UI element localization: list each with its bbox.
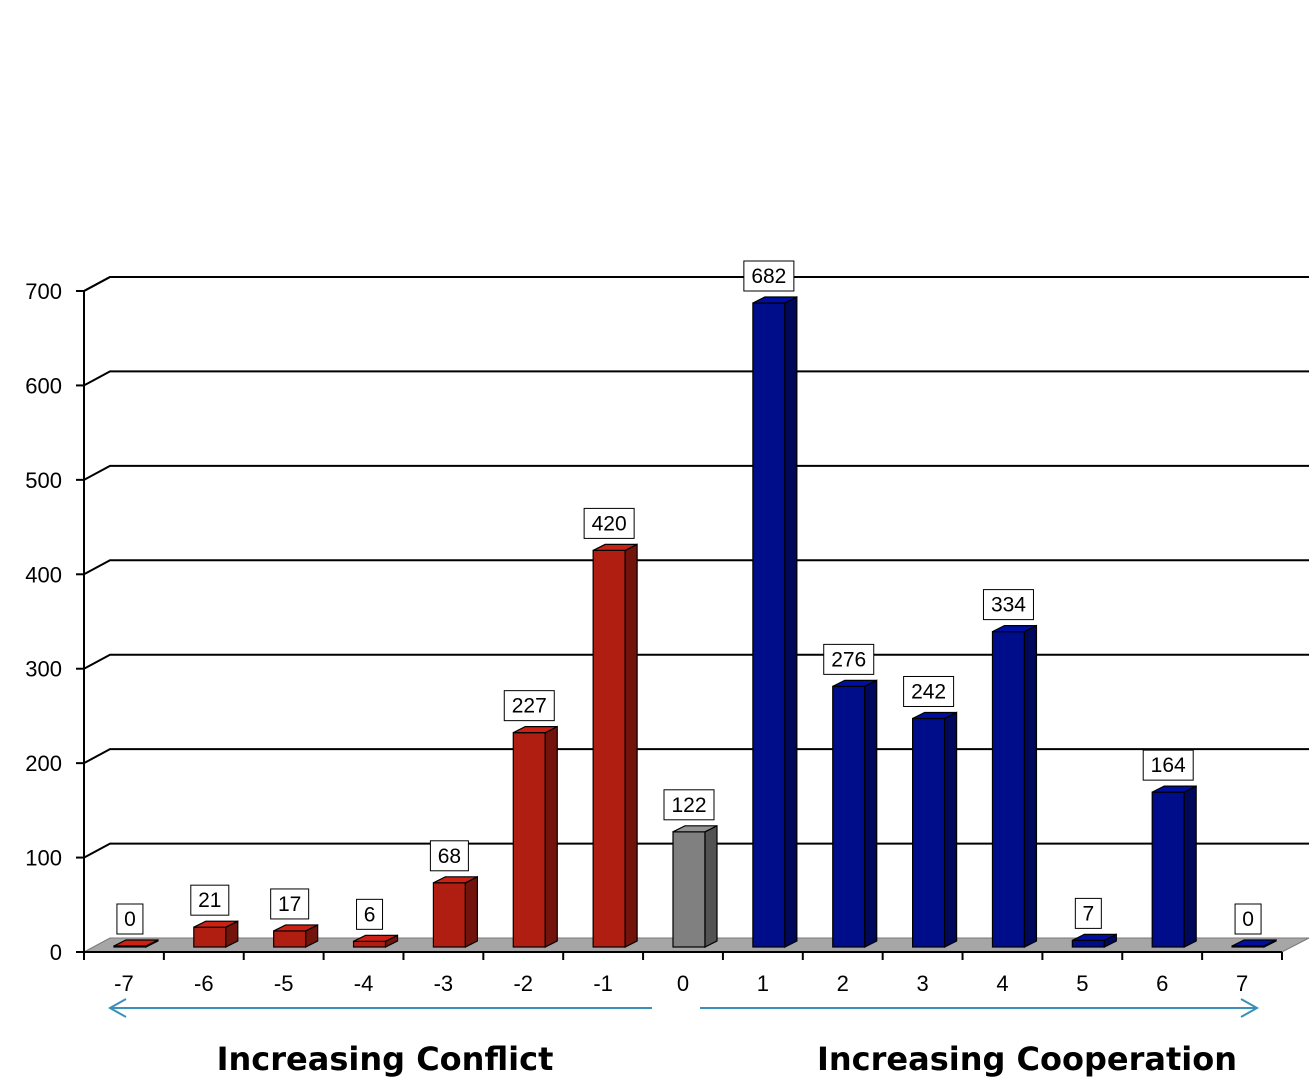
x-tick-label: 6: [1156, 971, 1168, 996]
cooperation-annotation: Increasing Cooperation: [817, 1040, 1237, 1078]
gridline-600: [84, 371, 1309, 385]
data-label-text: 164: [1151, 754, 1186, 777]
x-tick-label: 4: [996, 971, 1008, 996]
data-label-text: 6: [364, 903, 376, 926]
bar: [513, 727, 557, 947]
bar: [673, 826, 717, 947]
data-label-text: 0: [1242, 908, 1254, 931]
data-label-text: 21: [198, 889, 221, 912]
bar-front: [593, 550, 625, 947]
y-tick-label: 200: [25, 751, 62, 776]
x-tick-label: 2: [837, 971, 849, 996]
bar-side: [1024, 626, 1036, 947]
data-label: 6: [357, 899, 383, 929]
gridline-500: [84, 466, 1309, 480]
y-tick-label: 600: [25, 373, 62, 398]
data-label-text: 334: [991, 594, 1026, 617]
x-tick-label: -2: [513, 971, 533, 996]
x-tick-label: -1: [593, 971, 613, 996]
data-label: 122: [664, 790, 714, 820]
gridline-400: [84, 560, 1309, 574]
bar-front: [913, 718, 945, 947]
data-label: 0: [117, 904, 143, 934]
y-tick-label: 500: [25, 468, 62, 493]
bar: [913, 712, 957, 947]
bar-side: [865, 680, 877, 947]
bar-front: [274, 931, 306, 947]
bar: [833, 680, 877, 947]
y-tick-label: 100: [25, 846, 62, 871]
bar-front: [673, 832, 705, 947]
data-label: 227: [504, 691, 554, 721]
data-label-text: 0: [124, 908, 136, 931]
bar-side: [625, 544, 637, 947]
bar-front: [513, 733, 545, 947]
data-label: 242: [904, 676, 954, 706]
x-tick-label: 5: [1076, 971, 1088, 996]
bar-side: [545, 727, 557, 947]
data-label-text: 68: [438, 845, 461, 868]
y-tick-label: 300: [25, 657, 62, 682]
data-label: 7: [1075, 898, 1101, 928]
x-tick-label: 7: [1236, 971, 1248, 996]
bar-side: [1184, 786, 1196, 947]
bar-front: [833, 686, 865, 947]
data-label-text: 420: [592, 512, 627, 535]
x-tick-label: 3: [916, 971, 928, 996]
y-tick-label: 0: [50, 940, 62, 965]
bar: [753, 297, 797, 947]
x-tick-label: -4: [354, 971, 374, 996]
gridline-200: [84, 749, 1309, 763]
data-label: 0: [1235, 904, 1261, 934]
bar: [433, 877, 477, 947]
bar-front: [433, 883, 465, 947]
bar: [194, 921, 238, 947]
data-label-text: 227: [512, 695, 547, 718]
direction-arrows: [110, 999, 1257, 1017]
bar: [1152, 786, 1196, 947]
x-tick-label: 0: [677, 971, 689, 996]
data-label-text: 276: [831, 648, 866, 671]
data-label-text: 682: [751, 265, 786, 288]
data-label-text: 242: [911, 680, 946, 703]
bars: [114, 297, 1276, 947]
bar-front: [753, 303, 785, 947]
bar-side: [465, 877, 477, 947]
data-label: 164: [1143, 750, 1193, 780]
x-tick-label: -3: [434, 971, 454, 996]
bar: [593, 544, 637, 947]
y-tick-label: 400: [25, 562, 62, 587]
gridlines: [84, 277, 1309, 858]
bar-front: [1072, 940, 1104, 947]
bar: [274, 925, 318, 947]
data-label: 21: [191, 885, 229, 915]
data-label-text: 17: [278, 893, 301, 916]
gridline-700: [84, 277, 1309, 291]
x-tick-label: -6: [194, 971, 214, 996]
data-label: 682: [744, 261, 794, 291]
y-tick-label: 700: [25, 279, 62, 304]
data-label: 17: [271, 889, 309, 919]
bar-side: [785, 297, 797, 947]
bar-front: [354, 941, 386, 947]
conflict-annotation: Increasing Conflict: [217, 1040, 554, 1078]
y-axis-top: [84, 277, 110, 291]
bar-front: [1152, 792, 1184, 947]
bar: [992, 626, 1036, 947]
bar-side: [705, 826, 717, 947]
data-label-text: 122: [671, 794, 706, 817]
data-label: 68: [430, 841, 468, 871]
x-tick-label: -5: [274, 971, 294, 996]
x-tick-label: 1: [757, 971, 769, 996]
data-label: 420: [584, 508, 634, 538]
x-tick-label: -7: [114, 971, 134, 996]
data-label-text: 7: [1082, 902, 1094, 925]
bar-side: [945, 712, 957, 947]
data-label: 276: [824, 644, 874, 674]
bar-front: [992, 632, 1024, 947]
gridline-300: [84, 655, 1309, 669]
bar-front: [194, 927, 226, 947]
data-label: 334: [983, 590, 1033, 620]
